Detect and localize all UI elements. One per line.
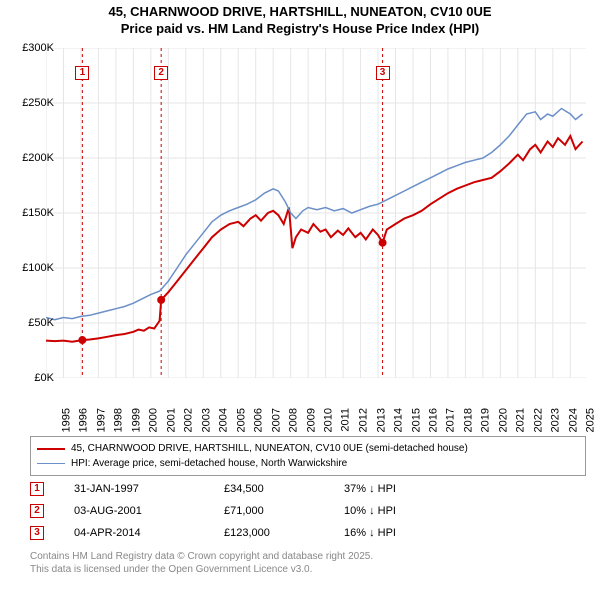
transaction-price: £71,000 [224, 505, 344, 517]
y-tick-label: £150K [22, 207, 54, 219]
x-tick-label: 2024 [567, 408, 579, 432]
x-tick-label: 2008 [288, 408, 300, 432]
y-tick-label: £300K [22, 42, 54, 54]
legend-swatch-price [37, 448, 65, 450]
transaction-index: 3 [30, 526, 44, 540]
transaction-delta: 10% ↓ HPI [344, 505, 464, 517]
x-tick-label: 2023 [550, 408, 562, 432]
x-tick-label: 2017 [445, 408, 457, 432]
x-tick-label: 2016 [427, 408, 439, 432]
y-tick-label: £200K [22, 152, 54, 164]
transaction-date: 31-JAN-1997 [74, 483, 224, 495]
title-line-2: Price paid vs. HM Land Registry's House … [0, 21, 600, 38]
y-tick-label: £250K [22, 97, 54, 109]
x-tick-label: 2014 [393, 408, 405, 432]
legend-item-hpi: HPI: Average price, semi-detached house,… [37, 456, 579, 471]
transaction-index: 1 [30, 482, 44, 496]
transaction-delta: 37% ↓ HPI [344, 483, 464, 495]
x-tick-label: 2009 [305, 408, 317, 432]
transaction-row: 2 03-AUG-2001£71,00010% ↓ HPI [30, 500, 586, 522]
chart-container: 45, CHARNWOOD DRIVE, HARTSHILL, NUNEATON… [0, 0, 600, 590]
chart-marker-2: 2 [154, 66, 168, 80]
transaction-price: £123,000 [224, 527, 344, 539]
x-tick-label: 2006 [253, 408, 265, 432]
x-tick-label: 1998 [113, 408, 125, 432]
chart-area [46, 48, 586, 378]
y-tick-label: £100K [22, 262, 54, 274]
x-tick-label: 2007 [270, 408, 282, 432]
x-tick-label: 1996 [78, 408, 90, 432]
attribution-line-1: Contains HM Land Registry data © Crown c… [30, 550, 586, 563]
transaction-row: 1 31-JAN-1997£34,50037% ↓ HPI [30, 478, 586, 500]
attribution-line-2: This data is licensed under the Open Gov… [30, 563, 586, 576]
transaction-row: 3 04-APR-2014£123,00016% ↓ HPI [30, 522, 586, 544]
x-tick-label: 2003 [200, 408, 212, 432]
x-tick-label: 2015 [410, 408, 422, 432]
x-tick-label: 2020 [497, 408, 509, 432]
x-tick-label: 2002 [183, 408, 195, 432]
legend-item-price: 45, CHARNWOOD DRIVE, HARTSHILL, NUNEATON… [37, 441, 579, 456]
transactions-table: 1 31-JAN-1997£34,50037% ↓ HPI 2 03-AUG-2001… [30, 478, 586, 544]
chart-marker-3: 3 [376, 66, 390, 80]
x-tick-label: 2021 [515, 408, 527, 432]
x-tick-label: 2013 [375, 408, 387, 432]
transaction-delta: 16% ↓ HPI [344, 527, 464, 539]
title-line-1: 45, CHARNWOOD DRIVE, HARTSHILL, NUNEATON… [0, 4, 600, 21]
x-tick-label: 2022 [532, 408, 544, 432]
legend: 45, CHARNWOOD DRIVE, HARTSHILL, NUNEATON… [30, 436, 586, 476]
chart-svg [46, 48, 586, 378]
attribution: Contains HM Land Registry data © Crown c… [30, 550, 586, 576]
legend-label-price: 45, CHARNWOOD DRIVE, HARTSHILL, NUNEATON… [71, 443, 468, 454]
transaction-date: 03-AUG-2001 [74, 505, 224, 517]
legend-label-hpi: HPI: Average price, semi-detached house,… [71, 458, 347, 469]
chart-marker-1: 1 [75, 66, 89, 80]
x-tick-label: 1999 [130, 408, 142, 432]
x-tick-label: 2005 [235, 408, 247, 432]
x-axis-labels: 1995 1996 1997 1998 1999 2000 2001 2002 2003 2004… [46, 382, 586, 432]
y-tick-label: £50K [28, 317, 54, 329]
transaction-date: 04-APR-2014 [74, 527, 224, 539]
title-block: 45, CHARNWOOD DRIVE, HARTSHILL, NUNEATON… [0, 0, 600, 38]
legend-swatch-hpi [37, 463, 65, 464]
x-tick-label: 2019 [480, 408, 492, 432]
x-tick-label: 2000 [148, 408, 160, 432]
x-tick-label: 1995 [60, 408, 72, 432]
x-tick-label: 2004 [218, 408, 230, 432]
x-tick-label: 2025 [585, 408, 597, 432]
x-tick-label: 2018 [462, 408, 474, 432]
x-tick-label: 2010 [323, 408, 335, 432]
x-tick-label: 2012 [358, 408, 370, 432]
y-tick-label: £0K [34, 372, 54, 384]
x-tick-label: 1997 [95, 408, 107, 432]
x-tick-label: 2001 [165, 408, 177, 432]
transaction-index: 2 [30, 504, 44, 518]
x-tick-label: 2011 [339, 408, 351, 432]
transaction-price: £34,500 [224, 483, 344, 495]
